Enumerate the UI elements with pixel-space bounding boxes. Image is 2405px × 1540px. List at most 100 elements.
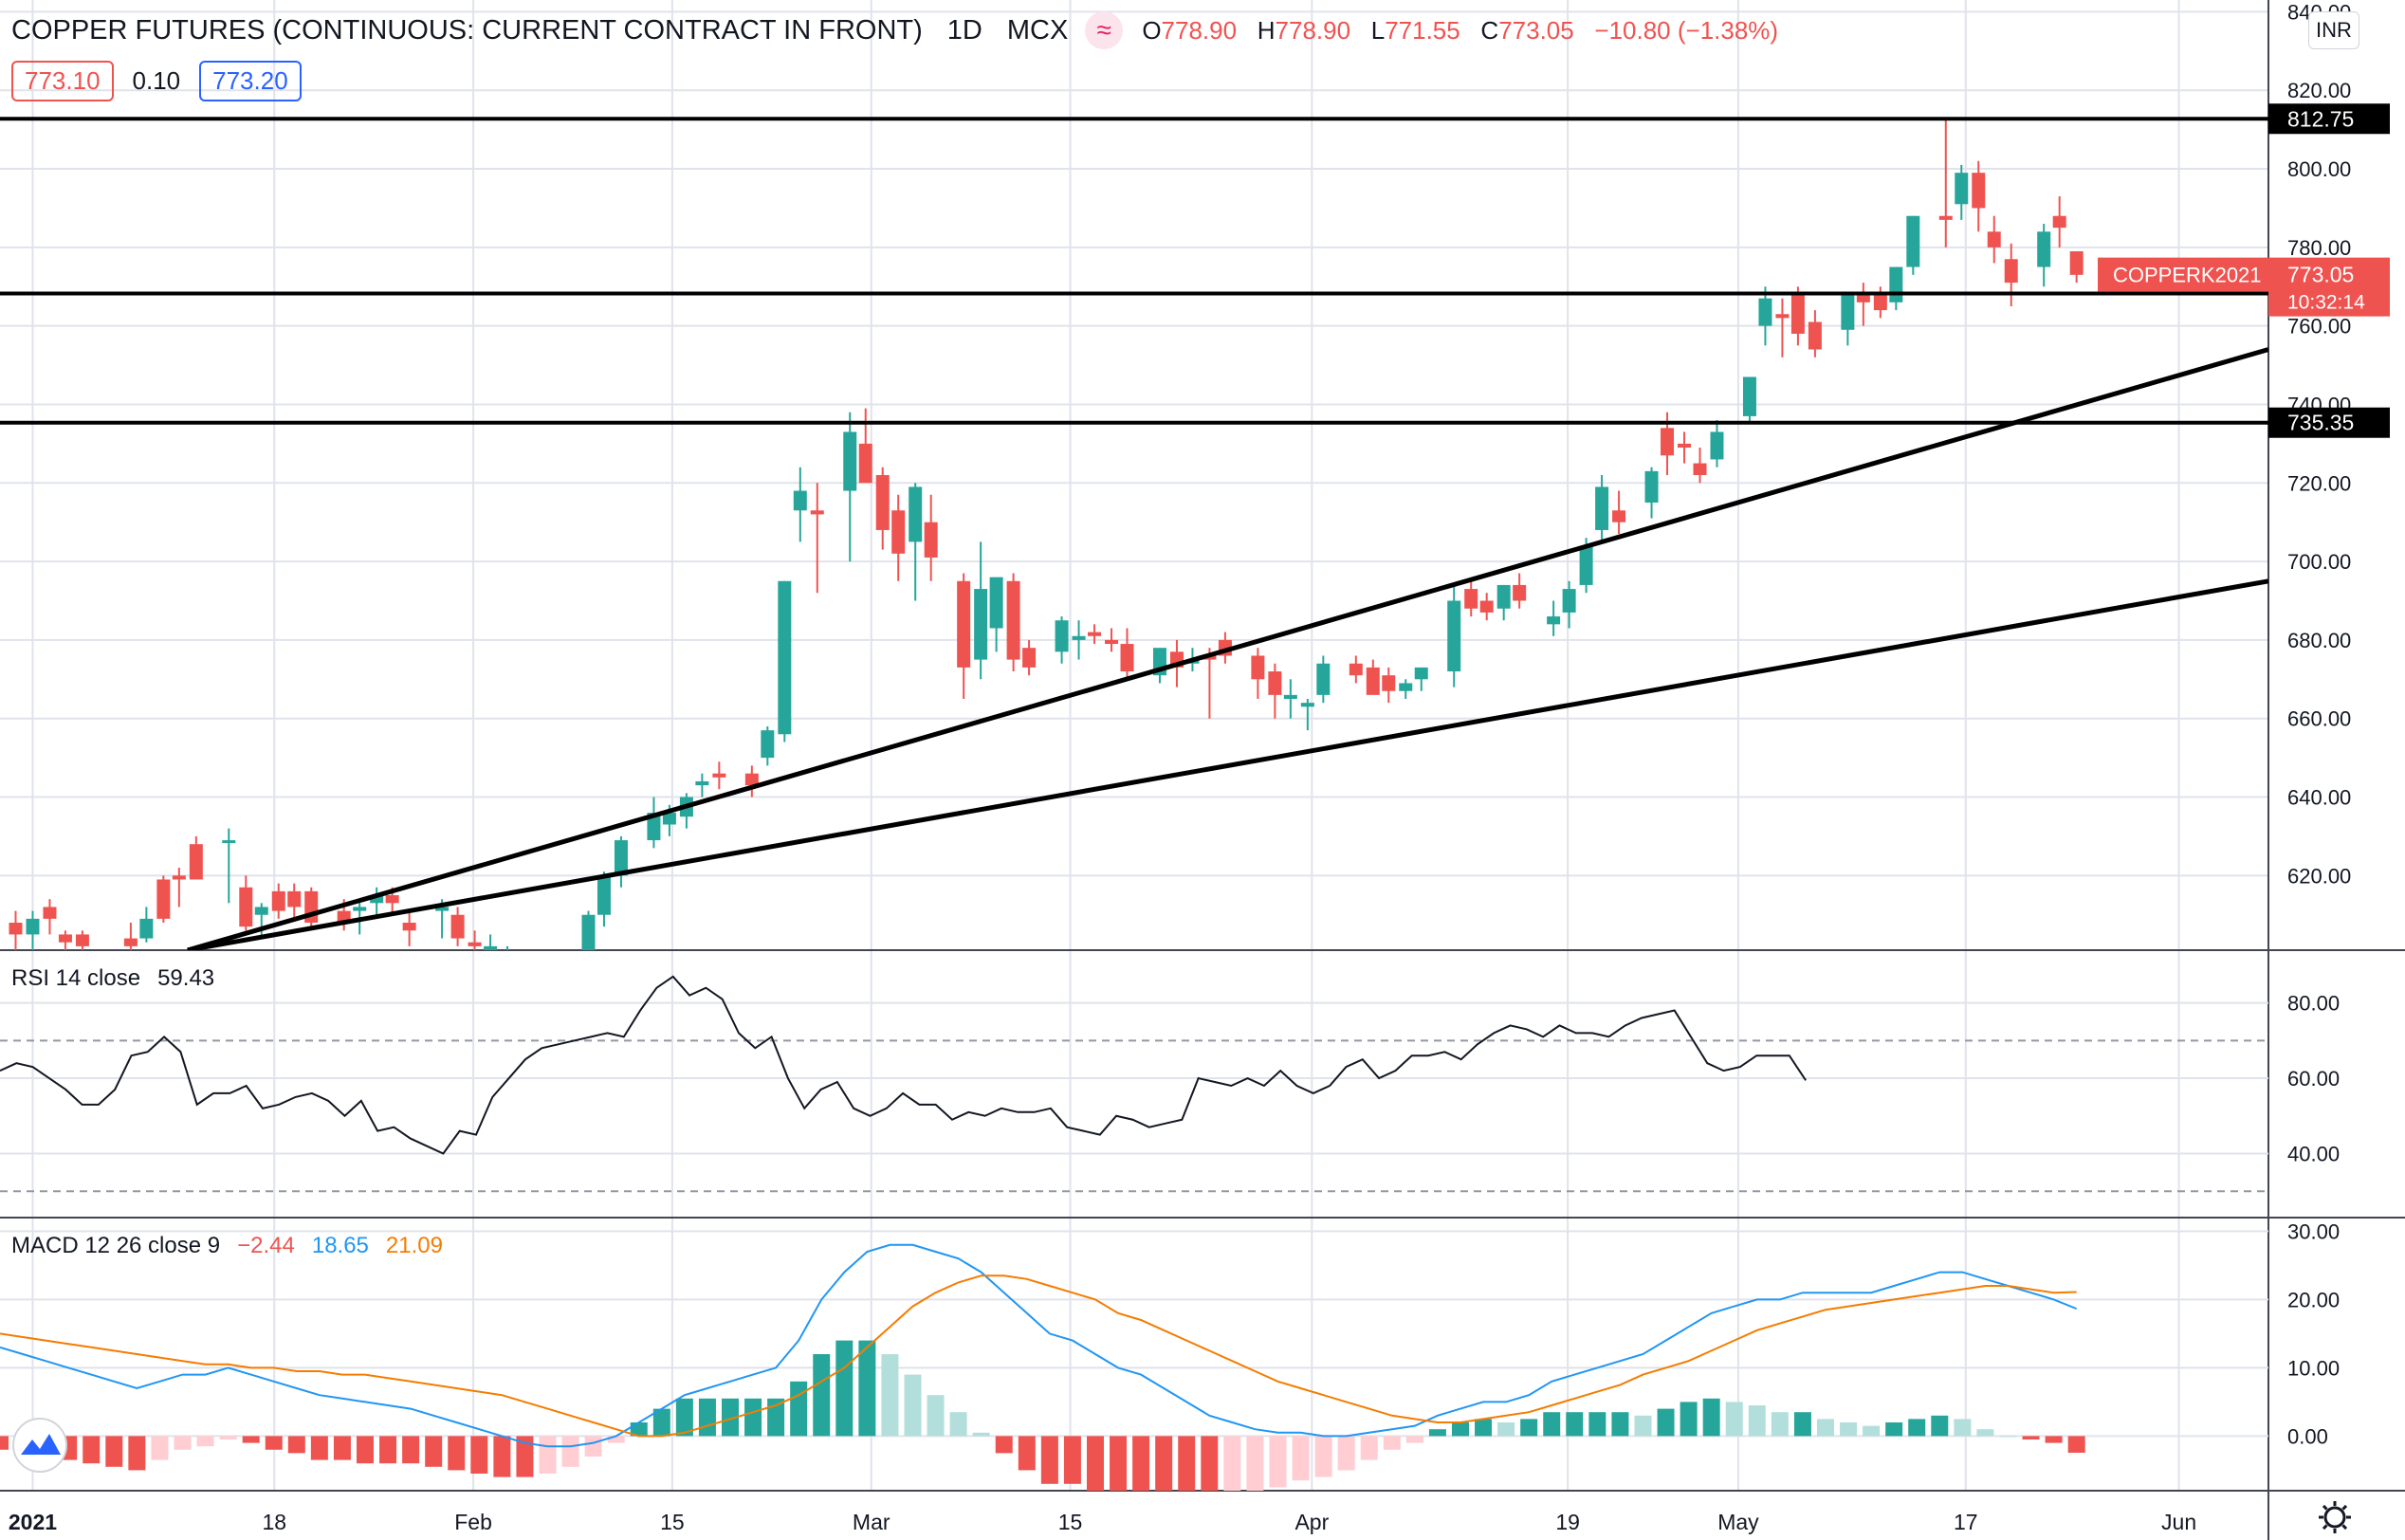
macd-histogram-bar (1520, 1419, 1538, 1437)
level-price-tag (2268, 407, 2390, 438)
macd-histogram-bar (1543, 1412, 1561, 1437)
time-axis-label: Jun (2161, 1510, 2196, 1534)
candle (1072, 620, 1086, 660)
macd-histogram-bar (1451, 1422, 1469, 1437)
macd-histogram-bar (1405, 1436, 1423, 1443)
candle-body (1283, 694, 1297, 700)
exchange-label: MCX (1006, 14, 1069, 46)
macd-histogram-bar (949, 1412, 967, 1437)
candle-body (1579, 545, 1593, 585)
candle-body (1072, 635, 1086, 640)
macd-histogram-bar (1748, 1405, 1766, 1437)
macd-histogram-bar (1246, 1436, 1264, 1491)
candle-body (1856, 294, 1870, 302)
candle-body (647, 813, 661, 841)
interval-label[interactable]: 1D (946, 14, 982, 46)
candle-body (974, 589, 988, 660)
open-value: 778.90 (1161, 15, 1238, 45)
bid-price-button[interactable]: 773.10 (11, 60, 114, 101)
candle-body (402, 923, 416, 931)
macd-histogram-bar (858, 1340, 876, 1437)
candle (989, 577, 1003, 652)
rsi-legend[interactable]: RSI 14 close 59.43 (11, 965, 231, 992)
settings-gear-icon[interactable] (2319, 1501, 2351, 1533)
candle-body (1251, 655, 1265, 680)
candle (1758, 286, 1772, 346)
macd-histogram-bar (904, 1374, 922, 1437)
macd-histogram-bar (1566, 1412, 1584, 1437)
candle-body (1496, 584, 1511, 609)
candle-body (1938, 215, 1953, 220)
rsi-name: RSI 14 close (11, 965, 141, 991)
macd-histogram-bar (310, 1436, 328, 1460)
macd-histogram-bar (1201, 1436, 1219, 1491)
candle-body (1955, 173, 1969, 205)
candle (1105, 628, 1119, 652)
candle-body (1562, 589, 1576, 613)
candle-body (271, 890, 285, 911)
candle (1006, 573, 1020, 672)
candle (370, 887, 384, 915)
macd-histogram-bar (1132, 1436, 1150, 1491)
candle-body (1366, 667, 1380, 695)
macd-histogram-bar (1725, 1402, 1743, 1437)
candle-body (761, 730, 775, 759)
candle-body (1595, 486, 1609, 530)
candle-body (924, 522, 938, 558)
macd-legend[interactable]: MACD 12 26 close 9 −2.44 18.65 21.09 (11, 1233, 460, 1259)
macd-histogram-bar (790, 1381, 808, 1437)
candle-body (254, 907, 268, 915)
candle-body (581, 914, 596, 950)
candle-body (2037, 231, 2051, 267)
ask-price-button[interactable]: 773.20 (199, 60, 302, 101)
macd-histogram-bar (516, 1436, 534, 1477)
candle (450, 907, 465, 946)
hist-value: 21.09 (385, 1233, 443, 1258)
candle-body (370, 895, 384, 904)
bar-countdown-label: 10:32:14 (2287, 292, 2365, 314)
currency-button[interactable]: INR (2308, 11, 2359, 49)
macd-histogram-bar (927, 1395, 945, 1437)
macd-histogram-bar (196, 1436, 214, 1447)
candle (1316, 655, 1331, 704)
candle-body (1055, 620, 1069, 652)
macd-histogram-bar (1634, 1415, 1652, 1437)
candle (647, 797, 661, 849)
candle (189, 835, 203, 880)
candle (353, 899, 367, 935)
macd-histogram-bar (1954, 1419, 1972, 1437)
macd-histogram-bar (1383, 1436, 1401, 1450)
macd-histogram-bar (1999, 1436, 2017, 1438)
candle-body (810, 510, 824, 515)
candle (778, 580, 792, 742)
data-source-icon[interactable]: ≈ (1085, 11, 1124, 49)
symbol-title[interactable]: COPPER FUTURES (CONTINUOUS: CURRENT CONT… (11, 14, 923, 46)
candle-body (172, 875, 186, 880)
candle (909, 483, 923, 601)
macd-histogram-bar (1178, 1436, 1196, 1491)
macd-histogram-bar (1497, 1422, 1515, 1437)
trendline (187, 347, 2268, 950)
candle-body (1790, 294, 1805, 334)
macd-histogram-bar (881, 1354, 899, 1437)
macd-histogram-bar (561, 1436, 579, 1467)
macd-histogram-bar (1314, 1436, 1332, 1477)
candle-body (957, 580, 971, 668)
macd-histogram-bar (972, 1432, 990, 1437)
macd-histogram-bar (448, 1436, 466, 1471)
candle (695, 773, 709, 798)
candle (1547, 600, 1561, 636)
candle (172, 868, 186, 908)
candle (1775, 298, 1790, 358)
macd-histogram-bar (1110, 1436, 1128, 1491)
candle-body (1889, 266, 1903, 302)
bid-ask-panel: 773.10 0.10 773.20 (11, 60, 302, 101)
candle (58, 930, 72, 950)
candle (2004, 243, 2018, 306)
candle (858, 408, 872, 484)
candle-body (793, 490, 807, 511)
candle (1856, 283, 1870, 326)
last-price-tag (2268, 257, 2390, 317)
rsi-value: 59.43 (157, 965, 215, 991)
